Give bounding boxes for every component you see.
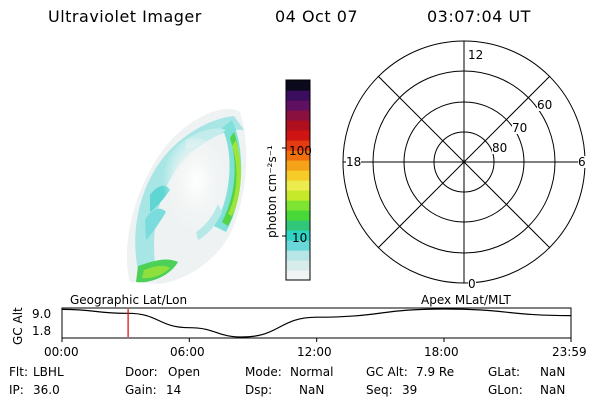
mlat-label-60: 60 [537, 98, 553, 112]
flt-value: LBHL [33, 365, 64, 379]
colorbar-swatch [286, 250, 310, 261]
date-label: 04 Oct 07 [275, 7, 359, 26]
colorbar-swatch [286, 220, 310, 231]
timeline-ymin: 1.8 [32, 324, 52, 338]
dsp-value: NaN [299, 383, 325, 397]
timeline-left-title: Geographic Lat/Lon [70, 293, 188, 307]
timeline-plot [61, 307, 572, 342]
xtick-2359: 23:59 [552, 345, 587, 359]
colorbar-swatch [286, 230, 310, 241]
gcalt-value: 7.9 Re [416, 365, 455, 379]
colorbar-swatch [286, 260, 310, 271]
colorbar-swatch [286, 90, 310, 101]
xtick-0600: 06:00 [170, 345, 205, 359]
glon-label: GLon: [488, 383, 523, 397]
colorbar-swatch [286, 270, 310, 281]
seq-label: Seq: [366, 383, 393, 397]
door-value: Open [168, 365, 201, 379]
ip-value: 36.0 [33, 383, 60, 397]
timeline-frame [61, 307, 572, 339]
xtick-1200: 12:00 [297, 345, 332, 359]
colorbar-swatch [286, 190, 310, 201]
mlt-label-0: 0 [468, 277, 476, 291]
colorbar-swatch [286, 110, 310, 121]
dsp-label: Dsp: [245, 383, 273, 397]
gain-label: Gain: [125, 383, 157, 397]
xtick-0000: 00:00 [44, 345, 79, 359]
gcalt-label: GC Alt: [366, 365, 408, 379]
colorbar-swatch [286, 120, 310, 131]
mode-value: Normal [290, 365, 334, 379]
colorbar-swatch [286, 170, 310, 181]
mlt-label-18: 18 [346, 155, 362, 169]
colorbar-swatch [286, 150, 310, 161]
colorbar-swatch [286, 100, 310, 111]
glon-value: NaN [540, 383, 566, 397]
colorbar-swatch [286, 240, 310, 251]
colorbar-gradient [286, 80, 310, 281]
timeline-ymax: 9.0 [32, 307, 52, 321]
colorbar-swatch [286, 80, 310, 91]
colorbar [282, 79, 311, 281]
mlt-label-12: 12 [468, 48, 484, 62]
mlat-label-80: 80 [492, 141, 508, 155]
gc-alt-curve [61, 308, 572, 338]
seq-value: 39 [402, 383, 418, 397]
glat-label: GLat: [488, 365, 521, 379]
xtick-1800: 18:00 [424, 345, 459, 359]
flt-label: Flt: [9, 365, 28, 379]
colorbar-swatch [286, 200, 310, 211]
colorbar-swatch [286, 210, 310, 221]
ip-label: IP: [9, 383, 24, 397]
instrument-title: Ultraviolet Imager [48, 7, 202, 26]
gain-value: 14 [166, 383, 182, 397]
time-label: 03:07:04 UT [427, 7, 531, 26]
timeline-right-title: Apex MLat/MLT [421, 293, 511, 307]
colorbar-label: photon cm⁻²s⁻¹ [265, 145, 279, 238]
colorbar-swatch [286, 160, 310, 171]
colorbar-swatch [286, 180, 310, 191]
mode-label: Mode: [245, 365, 282, 379]
aurora-image [126, 109, 247, 284]
polar-grid [342, 40, 586, 284]
mlat-label-70: 70 [512, 121, 528, 135]
colorbar-tick-10: 10 [292, 231, 308, 245]
mlt-label-6: 6 [578, 155, 586, 169]
colorbar-tick-100: 100 [289, 144, 312, 158]
colorbar-swatch [286, 130, 310, 141]
glat-value: NaN [540, 365, 566, 379]
colorbar-swatch [286, 140, 310, 151]
door-label: Door: [125, 365, 158, 379]
timeline-ticks [61, 338, 572, 342]
